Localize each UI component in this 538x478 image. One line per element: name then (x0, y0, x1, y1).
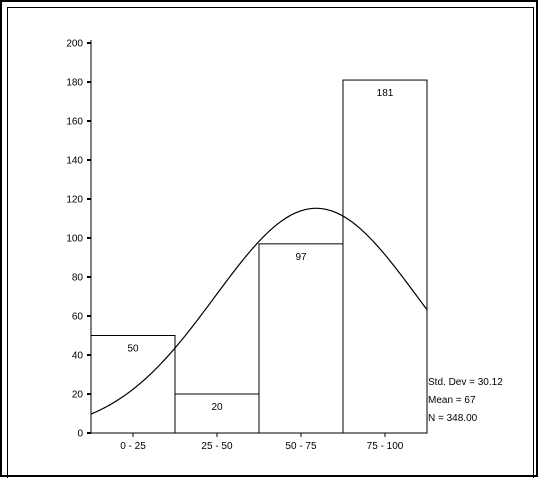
y-tick-label-2: 40 (72, 351, 84, 362)
bar-value-label-3: 181 (377, 88, 394, 99)
chart-inner-frame (7, 7, 534, 478)
stats-line-1: Mean = 67 (428, 395, 476, 406)
bar-2 (258, 243, 344, 434)
bar-value-label-2: 97 (295, 252, 307, 263)
y-tick-label-3: 60 (72, 312, 84, 323)
y-ticks-group: 0 20 40 60 80 100 120 140 160 180 200 (66, 39, 91, 440)
y-tick-label-4: 80 (72, 273, 84, 284)
bar-3 (342, 79, 428, 434)
normal-curve-group (90, 207, 428, 415)
y-tick-label-1: 20 (72, 390, 84, 401)
y-tick-label-9: 180 (66, 78, 83, 89)
bar-0 (90, 335, 176, 434)
y-tick-label-0: 0 (77, 429, 83, 440)
y-tick-label-5: 100 (66, 234, 83, 245)
stats-line-0: Std. Dev = 30.12 (428, 377, 503, 388)
bars-group: 50 20 97 181 (90, 79, 428, 434)
y-tick-label-8: 160 (66, 117, 83, 128)
y-tick-label-7: 140 (66, 156, 83, 167)
stats-legend: Std. Dev = 30.12 Mean = 67 N = 348.00 (428, 377, 503, 424)
x-tick-label-2: 50 - 75 (285, 441, 317, 452)
normal-curve (90, 207, 428, 415)
bar-1 (174, 393, 260, 434)
bar-value-label-1: 20 (211, 402, 223, 413)
x-ticks-group: 0 - 25 25 - 50 50 - 75 75 - 100 (120, 433, 404, 452)
y-tick-label-6: 120 (66, 195, 83, 206)
stats-line-2: N = 348.00 (428, 413, 478, 424)
x-tick-label-0: 0 - 25 (120, 441, 146, 452)
x-tick-label-1: 25 - 50 (201, 441, 233, 452)
y-tick-label-10: 200 (66, 39, 83, 50)
x-tick-label-3: 75 - 100 (367, 441, 404, 452)
bar-value-label-0: 50 (127, 344, 139, 355)
